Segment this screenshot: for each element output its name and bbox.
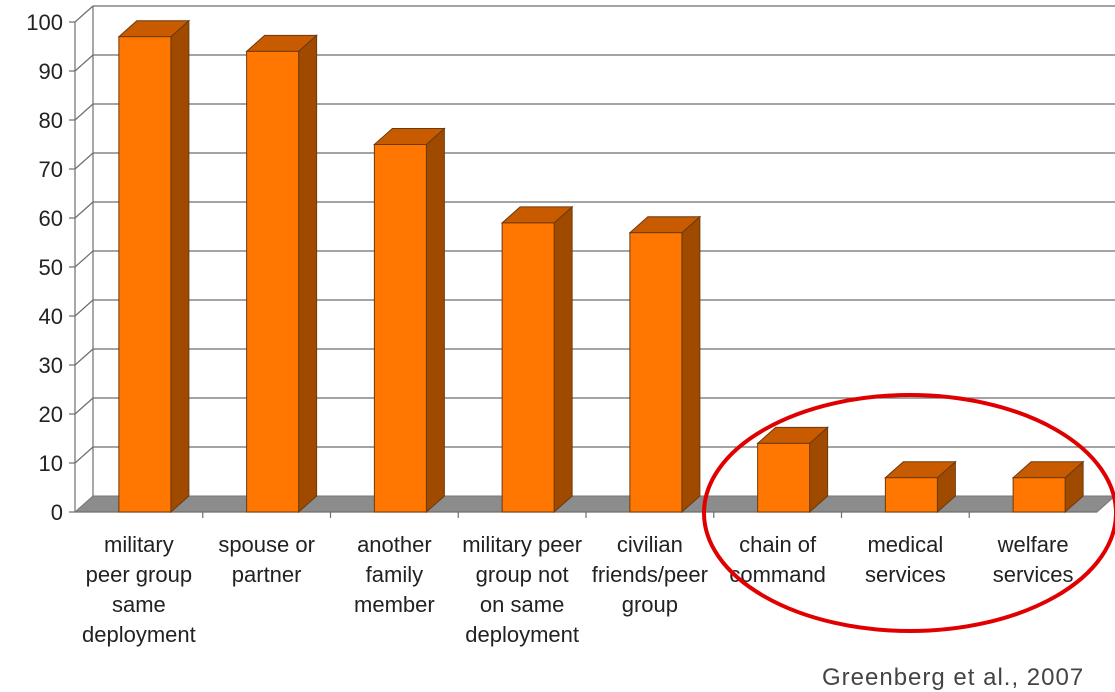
bar-side bbox=[298, 34, 318, 514]
category-label: civilian friends/peer group bbox=[592, 532, 708, 617]
citation: Greenberg et al., 2007 bbox=[822, 664, 1085, 691]
bar bbox=[756, 426, 829, 514]
bar-side bbox=[425, 127, 445, 514]
y-tick-label: 20 bbox=[39, 402, 63, 427]
y-tick-label: 0 bbox=[51, 500, 63, 525]
gridline-side bbox=[74, 201, 94, 219]
y-tick-label: 70 bbox=[39, 157, 63, 182]
category-label-line: on same bbox=[480, 592, 564, 617]
x-axis-categories: military peer group same deployment spouse o… bbox=[82, 512, 1073, 647]
category-label-line: another bbox=[357, 532, 432, 557]
gridlines bbox=[74, 5, 1115, 512]
y-tick-label: 80 bbox=[39, 108, 63, 133]
bar-front bbox=[501, 222, 555, 513]
category-label: medical services bbox=[865, 532, 946, 587]
floor-plane bbox=[73, 495, 1115, 513]
category-label-line: military bbox=[104, 532, 174, 557]
category-label: military peer group same deployment bbox=[82, 532, 196, 647]
bar-chart: 0 10 20 30 40 50 60 70 80 90 100 military peer grou… bbox=[26, 5, 1115, 647]
category-label-line: chain of bbox=[739, 532, 817, 557]
y-tick-label: 30 bbox=[39, 353, 63, 378]
category-label: military peer group not on same deployment bbox=[462, 532, 582, 647]
highlight-annotation bbox=[702, 393, 1115, 633]
bar bbox=[245, 34, 318, 514]
gridline-side bbox=[74, 250, 94, 268]
gridline-side bbox=[74, 446, 94, 464]
bar-front bbox=[246, 50, 300, 513]
gridline-side bbox=[74, 103, 94, 121]
category-label-line: same bbox=[112, 592, 166, 617]
bar-front bbox=[629, 232, 683, 513]
category-label: another family member bbox=[354, 532, 435, 617]
y-tick-label: 50 bbox=[39, 255, 63, 280]
gridline-side bbox=[74, 348, 94, 366]
category-label-line: partner bbox=[232, 562, 302, 587]
category-label-line: deployment bbox=[82, 622, 196, 647]
category-label-line: family bbox=[366, 562, 423, 587]
bar bbox=[628, 215, 702, 514]
category-label-line: group not bbox=[476, 562, 569, 587]
category-label-line: military peer bbox=[462, 532, 582, 557]
y-axis-ticks: 0 10 20 30 40 50 60 70 80 90 100 bbox=[26, 10, 75, 525]
category-label-line: deployment bbox=[465, 622, 579, 647]
highlight-ellipse bbox=[702, 393, 1115, 633]
bar bbox=[117, 19, 191, 514]
category-label-line: peer group bbox=[86, 562, 192, 587]
bar-side bbox=[553, 205, 573, 514]
category-label-line: group bbox=[622, 592, 678, 617]
category-label: welfare services bbox=[993, 532, 1074, 587]
gridline-side bbox=[74, 397, 94, 415]
bar-front bbox=[884, 477, 938, 513]
bar bbox=[1011, 460, 1085, 514]
y-tick-label: 40 bbox=[39, 304, 63, 329]
category-label: chain of command bbox=[729, 532, 826, 587]
category-label-line: civilian bbox=[617, 532, 683, 557]
chart-floor bbox=[73, 495, 1115, 513]
bar-front bbox=[1012, 477, 1066, 513]
category-label-line: medical bbox=[867, 532, 943, 557]
bar bbox=[373, 127, 446, 514]
bar-front bbox=[373, 144, 427, 513]
gridline-side bbox=[74, 54, 94, 72]
y-tick-label: 10 bbox=[39, 451, 63, 476]
bars bbox=[117, 19, 1085, 514]
bar bbox=[500, 205, 574, 514]
bar-front bbox=[118, 36, 172, 513]
category-label-line: services bbox=[993, 562, 1074, 587]
category-label-line: member bbox=[354, 592, 435, 617]
bar bbox=[884, 460, 957, 514]
y-tick-label: 90 bbox=[39, 59, 63, 84]
gridline-side bbox=[74, 5, 94, 23]
y-tick-label: 100 bbox=[26, 10, 63, 35]
category-label-line: welfare bbox=[997, 532, 1069, 557]
category-label: spouse or partner bbox=[218, 532, 315, 587]
category-label-line: services bbox=[865, 562, 946, 587]
y-tick-label: 60 bbox=[39, 206, 63, 231]
category-label-line: spouse or bbox=[218, 532, 315, 557]
gridline-side bbox=[74, 152, 94, 170]
bar-front bbox=[757, 442, 811, 513]
gridline-side bbox=[74, 299, 94, 317]
category-label-line: friends/peer bbox=[592, 562, 708, 587]
bar-side bbox=[170, 19, 190, 514]
bar-side bbox=[681, 215, 701, 514]
